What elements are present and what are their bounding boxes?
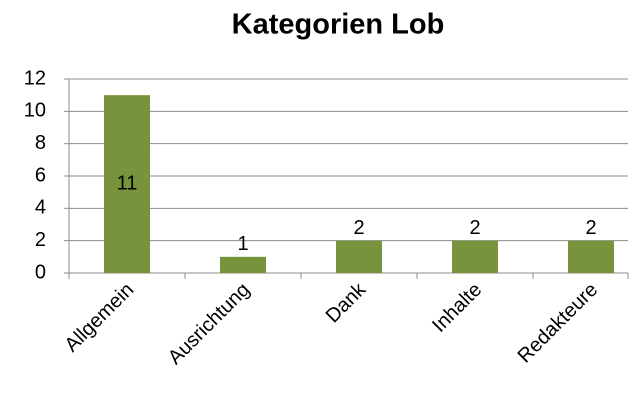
x-tick-label: Inhalte <box>428 279 486 337</box>
data-label: 11 <box>117 172 138 194</box>
data-label: 2 <box>353 217 364 239</box>
y-tick-label: 10 <box>24 100 46 122</box>
y-tick-label: 4 <box>35 197 46 219</box>
chart-title: Kategorien Lob <box>232 9 445 41</box>
bar <box>568 240 614 273</box>
y-tick-label: 6 <box>35 164 46 186</box>
bar <box>104 95 150 274</box>
data-label: 2 <box>585 217 596 239</box>
bar <box>336 240 382 273</box>
x-tick-label: Dank <box>322 278 371 327</box>
x-tick-label: Allgemein <box>61 279 139 357</box>
x-tick-label: Redakteure <box>514 279 603 368</box>
y-tick-label: 2 <box>35 229 46 251</box>
data-label: 1 <box>237 233 248 255</box>
y-tick-label: 0 <box>35 261 46 283</box>
bar <box>452 240 498 273</box>
x-tick-label: Ausrichtung <box>164 279 254 369</box>
data-label: 2 <box>469 217 480 239</box>
y-tick-label: 12 <box>24 67 46 89</box>
y-tick-label: 8 <box>35 132 46 154</box>
bar <box>220 256 266 273</box>
